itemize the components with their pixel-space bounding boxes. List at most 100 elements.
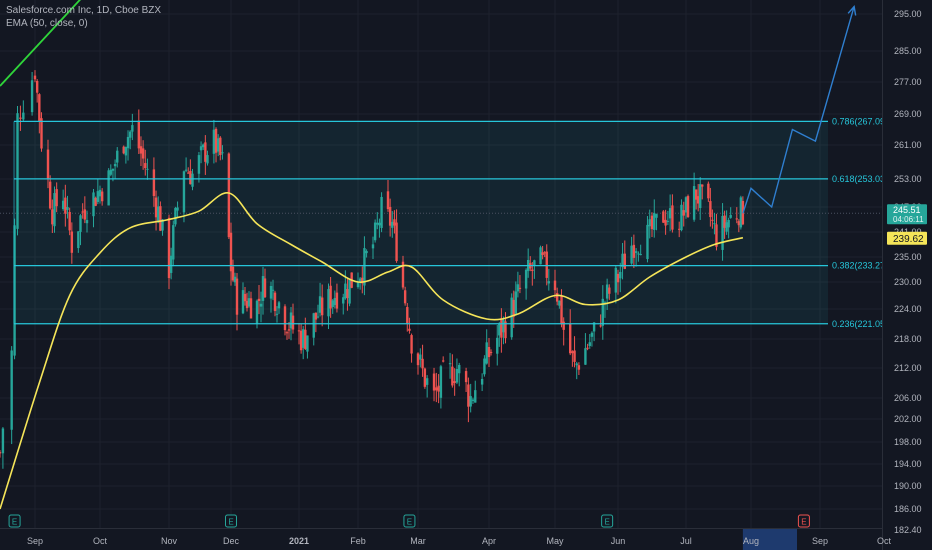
candle [592,321,596,342]
y-tick-label: 269.00 [894,109,922,119]
candle [571,350,574,367]
candle-body [545,251,548,278]
candle-body [139,146,143,154]
ema-indicator-label[interactable]: EMA (50, close, 0) [6,18,88,29]
earnings-marker[interactable]: E [601,514,614,528]
candle-body [257,298,261,302]
candle [285,330,289,340]
candle-body [216,138,220,152]
candle-body [448,363,452,365]
price-scale-background [882,0,932,550]
candle-body [547,281,551,284]
candle-body [314,312,318,320]
candle-body [81,211,84,213]
candle-body [235,278,239,315]
candle-body [229,232,233,272]
candle-body [187,172,190,174]
candle [437,374,440,404]
bar-countdown: 04:06:11 [893,215,924,224]
candle-body [646,224,649,260]
y-tick-label: 218.00 [894,334,922,344]
candle-body [174,208,177,225]
candle-body [126,136,130,149]
candle [441,356,445,363]
candle [227,152,231,240]
candle [291,303,295,334]
earnings-marker[interactable]: E [403,514,416,528]
candle-body [737,221,741,226]
earnings-marker[interactable]: E [225,514,237,528]
candle-body [154,197,158,218]
candle [553,269,557,298]
candle [605,278,609,310]
upcoming-earnings-marker[interactable]: E [797,514,810,528]
candle-body [107,170,110,206]
candle [485,329,488,365]
candle-body [346,289,349,299]
candle [92,188,95,228]
candle-body [348,278,351,304]
candle [464,367,468,393]
candle-body [709,201,712,218]
candle-body [608,287,611,294]
candle [126,130,130,161]
candle-body [510,297,513,338]
candle [458,362,461,387]
candle [448,352,452,379]
candle [109,164,112,177]
y-tick-label: 202.00 [894,414,922,424]
candle [376,212,379,230]
candle-body [161,219,164,231]
candle [70,222,74,264]
candle [98,185,102,204]
candle [584,333,587,365]
y-tick-label: 206.00 [894,393,922,403]
candle-body [391,221,394,228]
candle-body [212,129,216,154]
candle [197,151,201,183]
candle [539,245,542,265]
candle-body [35,80,39,93]
candle-body [432,373,436,391]
candle-body [666,220,670,222]
candle [35,79,39,103]
candle [682,201,685,227]
candle-body [573,350,576,362]
candle [541,246,544,260]
candle-body [157,206,160,221]
current-price-value: 245.51 [893,205,921,215]
candle [358,277,362,290]
candle [335,283,339,313]
earnings-marker[interactable]: E [8,514,21,528]
y-tick-label: 277.00 [894,77,922,87]
candle-body [569,323,572,354]
candle-body [202,144,205,148]
candle [259,291,263,323]
candle [204,135,207,175]
candle [85,210,89,233]
symbol-title[interactable]: Salesforce.com Inc, 1D, Cboe BZX [6,5,162,16]
y-tick-label: 190.00 [894,481,922,491]
candle-body [739,197,743,228]
candle [729,207,732,219]
candle [395,209,398,263]
candle [137,109,141,155]
candle-body [692,186,696,220]
candle [469,383,472,413]
candle-body [401,261,405,288]
candle [707,181,710,202]
candle [66,195,69,219]
candle [68,207,71,236]
candle-body [601,298,604,326]
candle [634,248,638,267]
candle-body [419,354,422,360]
candle [487,338,491,367]
candle-body [485,342,488,364]
candle [512,290,515,328]
candle [16,106,19,236]
candle [662,210,665,223]
candle-body [619,271,622,279]
candle [671,194,674,233]
candle [348,278,351,307]
